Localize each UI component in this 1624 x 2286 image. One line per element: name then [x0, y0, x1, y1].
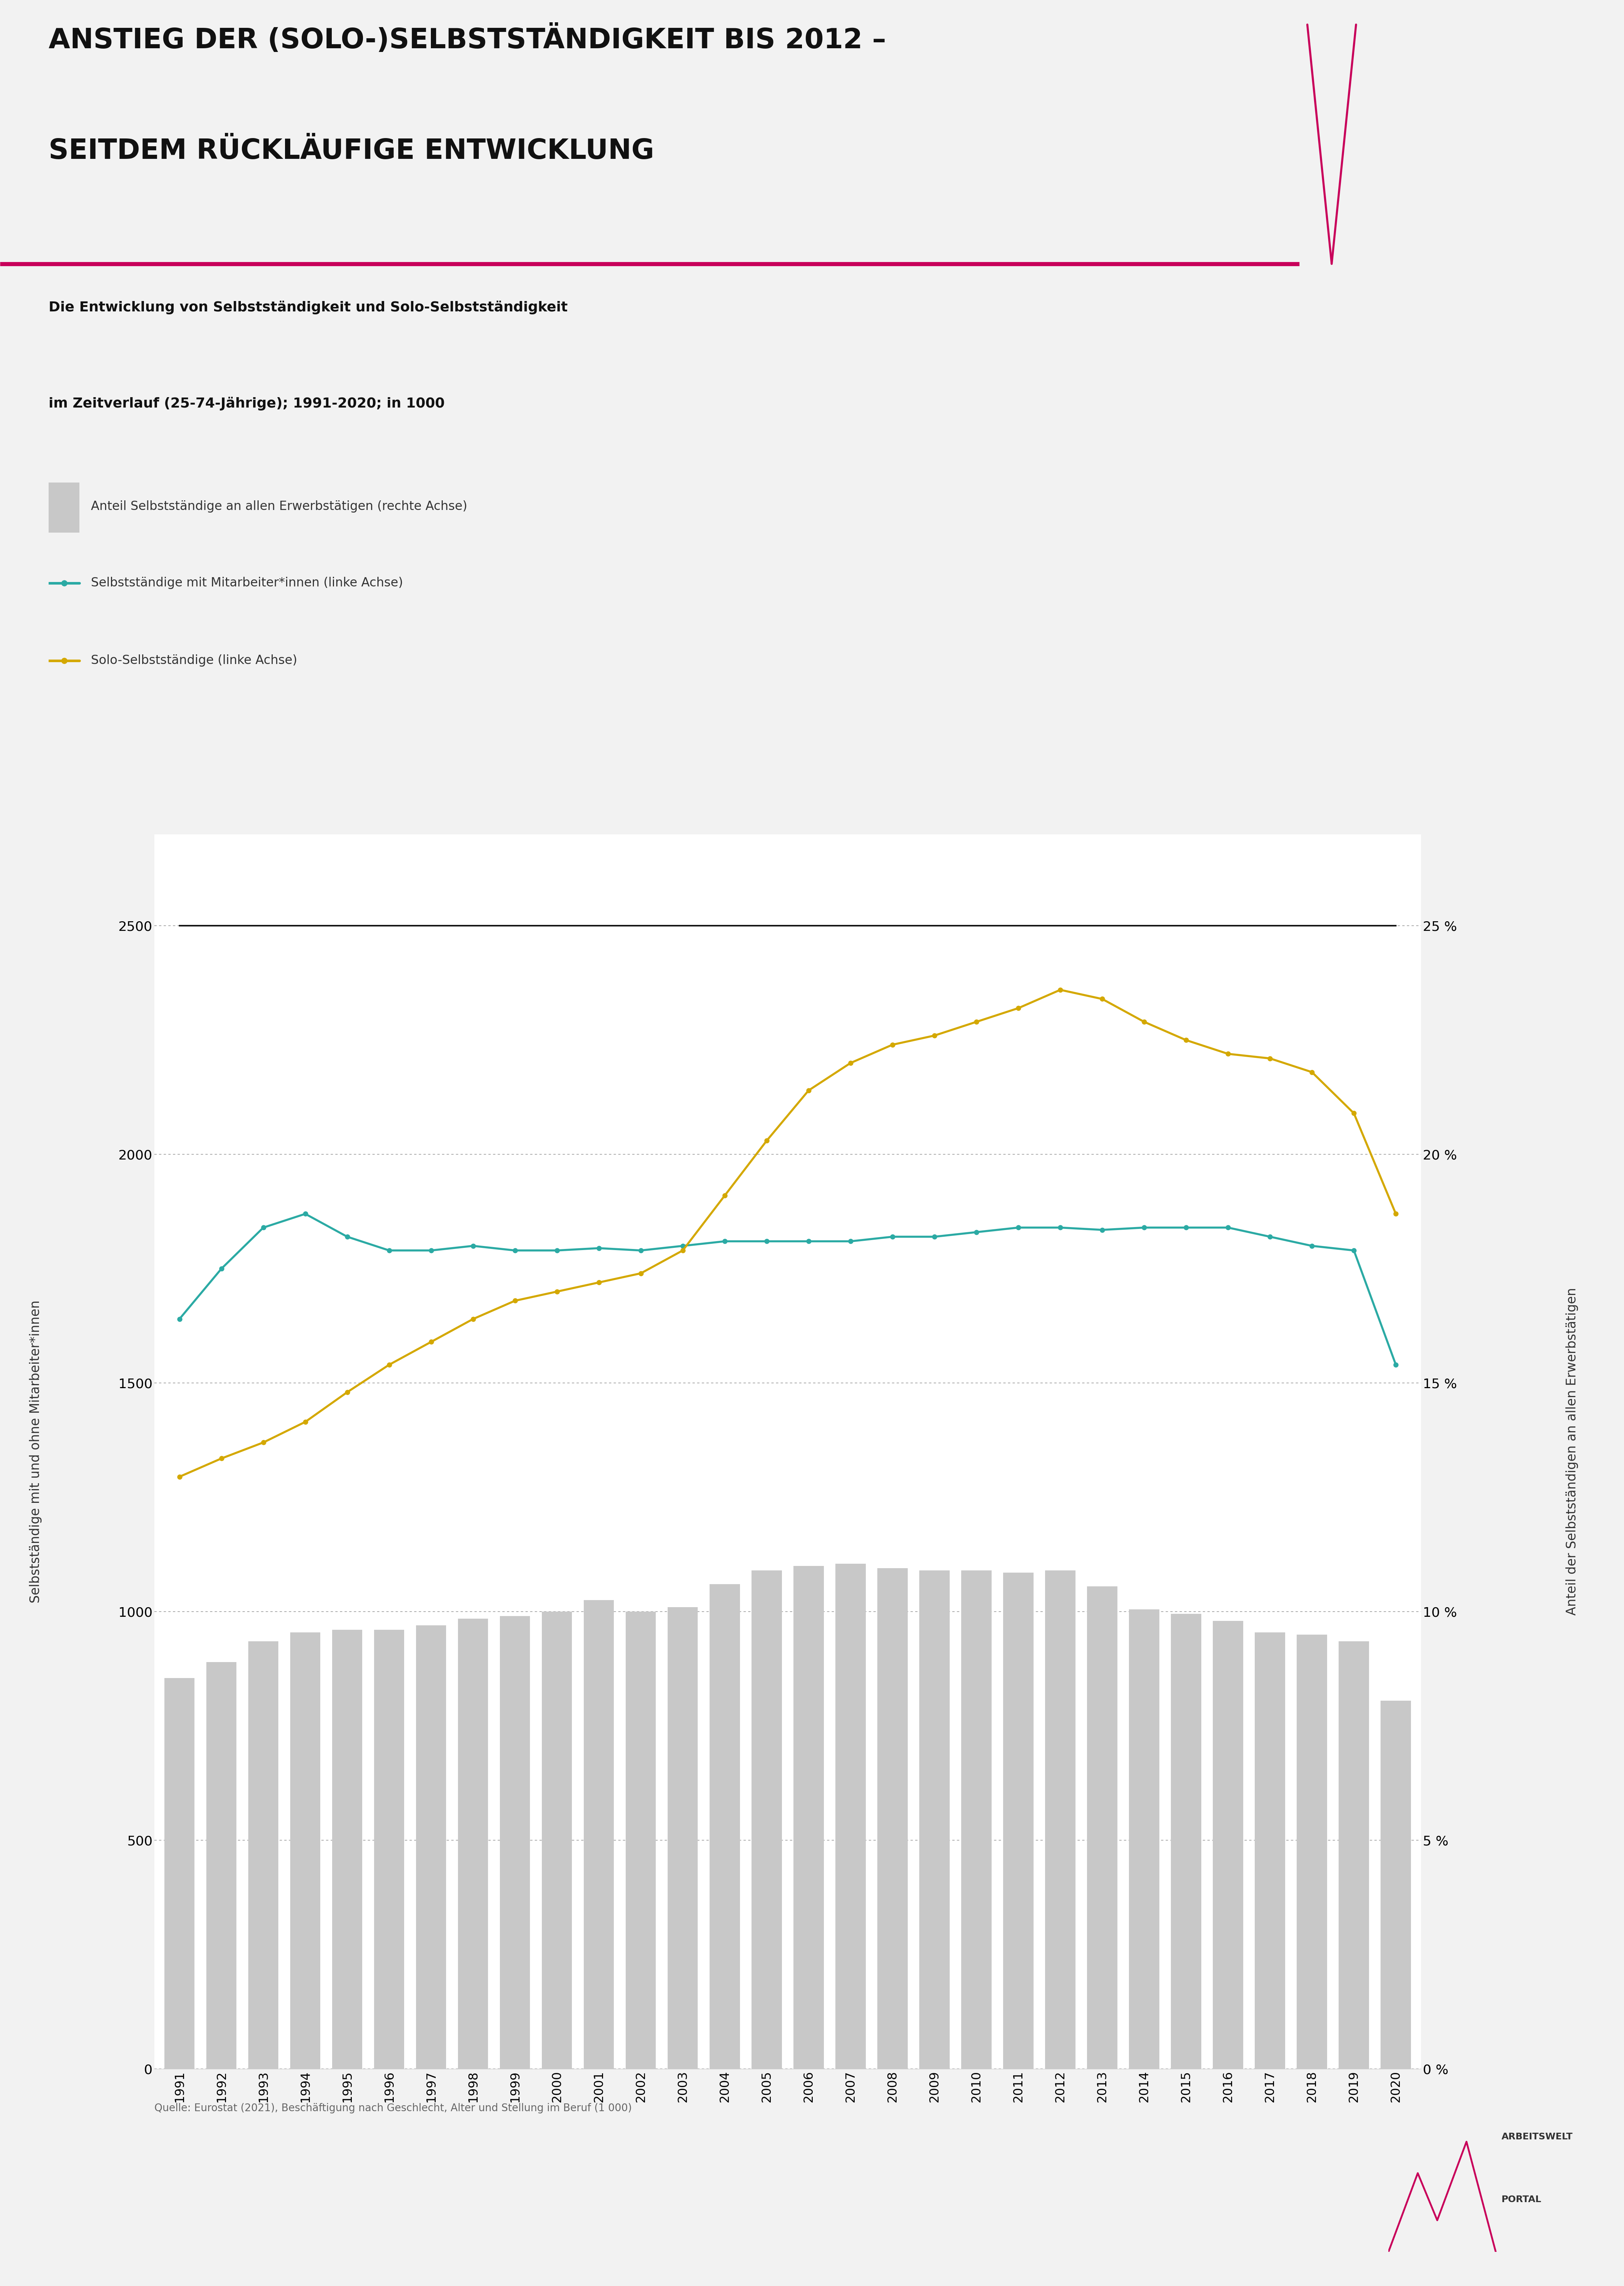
FancyBboxPatch shape	[49, 482, 80, 533]
Bar	[500, 1616, 529, 2069]
Bar	[835, 1564, 866, 2069]
Bar	[458, 1618, 489, 2069]
Bar	[583, 1600, 614, 2069]
Bar	[1171, 1614, 1202, 2069]
Bar	[1255, 1632, 1285, 2069]
Bar	[794, 1566, 823, 2069]
Text: Quelle: Eurostat (2021), Beschäftigung nach Geschlecht, Alter und Stellung im Be: Quelle: Eurostat (2021), Beschäftigung n…	[154, 2103, 632, 2115]
Text: ARBEITSWELT: ARBEITSWELT	[1502, 2133, 1574, 2142]
Bar	[542, 1612, 572, 2069]
Bar	[877, 1568, 908, 2069]
Bar	[333, 1630, 362, 2069]
Bar	[961, 1570, 992, 2069]
Text: Die Entwicklung von Selbstständigkeit und Solo-Selbstständigkeit: Die Entwicklung von Selbstständigkeit un…	[49, 302, 568, 315]
Text: Solo-Selbstständige (linke Achse): Solo-Selbstständige (linke Achse)	[91, 654, 297, 668]
Bar	[752, 1570, 781, 2069]
Bar	[1046, 1570, 1075, 2069]
Bar	[919, 1570, 950, 2069]
Text: Selbstständige mit Mitarbeiter*innen (linke Achse): Selbstständige mit Mitarbeiter*innen (li…	[91, 576, 403, 590]
Bar	[1338, 1641, 1369, 2069]
Text: im Zeitverlauf (25-74-Jährige); 1991-2020; in 1000: im Zeitverlauf (25-74-Jährige); 1991-202…	[49, 395, 445, 411]
Bar	[1004, 1573, 1033, 2069]
Bar	[1298, 1634, 1327, 2069]
Text: ANSTIEG DER (SOLO-)SELBSTSTÄNDIGKEIT BIS 2012 –: ANSTIEG DER (SOLO-)SELBSTSTÄNDIGKEIT BIS…	[49, 25, 887, 55]
Text: Anteil der Selbstständigen an allen Erwerbstätigen: Anteil der Selbstständigen an allen Erwe…	[1566, 1287, 1579, 1616]
Bar	[1213, 1621, 1242, 2069]
Text: Selbstständige mit und ohne Mitarbeiter*innen: Selbstständige mit und ohne Mitarbeiter*…	[29, 1301, 42, 1602]
Bar	[416, 1625, 447, 2069]
Bar	[374, 1630, 404, 2069]
Bar	[291, 1632, 320, 2069]
Bar	[1129, 1609, 1160, 2069]
Bar	[710, 1584, 741, 2069]
Text: Anteil Selbstständige an allen Erwerbstätigen (rechte Achse): Anteil Selbstständige an allen Erwerbstä…	[91, 501, 468, 512]
Bar	[1086, 1586, 1117, 2069]
Bar	[164, 1678, 195, 2069]
Text: PORTAL: PORTAL	[1502, 2195, 1541, 2204]
Text: SEITDEM RÜCKLÄUFIGE ENTWICKLUNG: SEITDEM RÜCKLÄUFIGE ENTWICKLUNG	[49, 137, 654, 165]
Bar	[206, 1662, 237, 2069]
Bar	[667, 1607, 698, 2069]
Bar	[625, 1612, 656, 2069]
Bar	[1380, 1701, 1411, 2069]
Bar	[248, 1641, 278, 2069]
